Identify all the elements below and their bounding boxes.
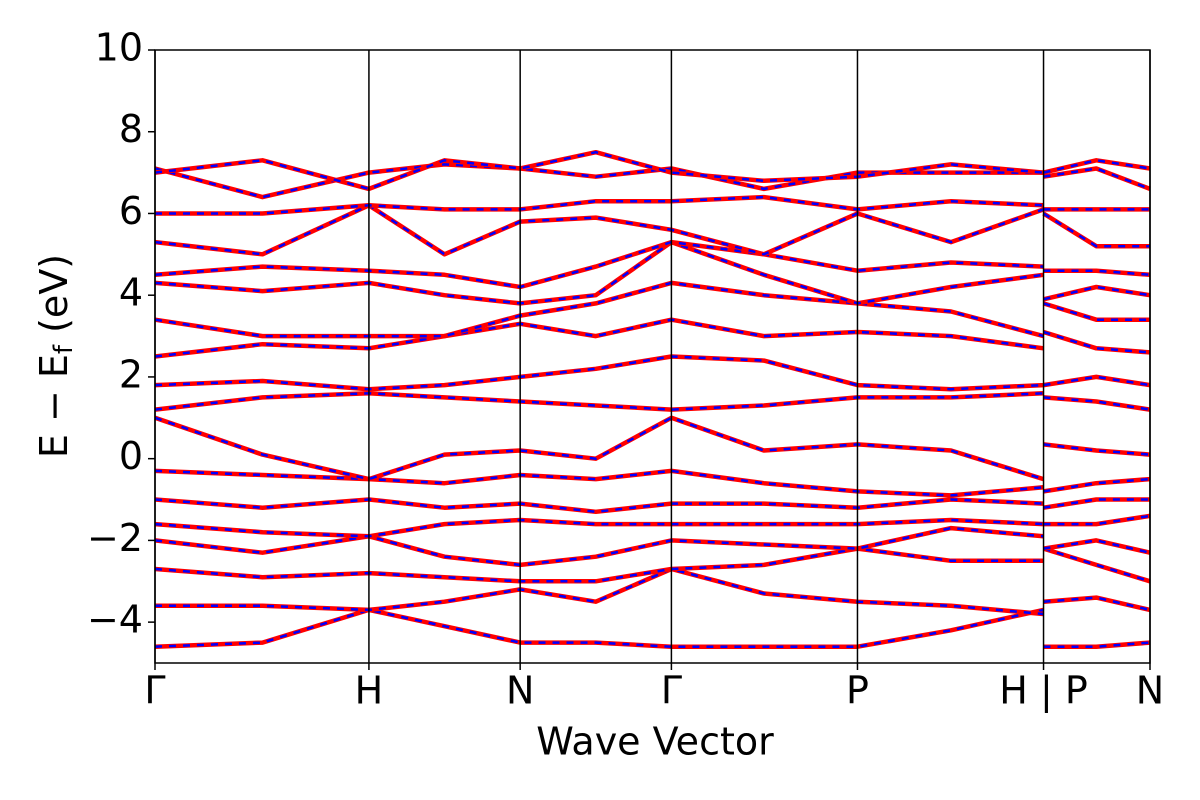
x-tick-label: P [846, 669, 869, 713]
x-tick-label: H [355, 669, 384, 713]
x-tick-label: N [1136, 669, 1164, 713]
y-label-unit: (eV) [32, 254, 76, 345]
band-dash [155, 195, 1150, 215]
band-dash [154, 240, 1151, 305]
band-dash [154, 526, 1151, 567]
band-line [154, 354, 1151, 392]
y-tick-label: 8 [119, 107, 143, 151]
plot-frame [154, 49, 1151, 664]
band-dash [154, 498, 1150, 514]
band-dash [155, 567, 1151, 616]
y-tick-label: 10 [95, 26, 143, 70]
y-tick-label: 2 [119, 352, 143, 396]
x-tick-label: Γ [144, 669, 165, 713]
band-line [155, 194, 1150, 216]
y-label-main: E − E [32, 354, 76, 458]
band-dash [154, 240, 1151, 289]
band-dash [154, 416, 1151, 481]
y-axis-label: E − Ef (eV) [32, 254, 79, 458]
band-dash [154, 355, 1151, 391]
band-line [154, 239, 1151, 306]
band-line [154, 280, 1150, 339]
band-dash [154, 469, 1151, 497]
band-dash [154, 150, 1151, 191]
x-axis-label: Wave Vector [536, 720, 774, 764]
band-dash [154, 281, 1150, 338]
y-tick-label: −4 [87, 598, 143, 642]
y-tick-label: 6 [119, 189, 143, 233]
band-line [154, 391, 1151, 412]
band-line [154, 497, 1150, 515]
band-dash [154, 318, 1151, 358]
band-dash [154, 203, 1150, 256]
band-dash [154, 547, 1151, 583]
x-tick-label: Γ [661, 669, 682, 713]
band-dash [154, 608, 1151, 648]
x-tick-label: N [506, 669, 534, 713]
band-line [154, 468, 1151, 498]
x-tick-label: H | P [999, 669, 1087, 714]
band-dash [154, 392, 1151, 411]
band-dash [154, 514, 1151, 538]
y-tick-label: −2 [87, 516, 143, 560]
band-line [154, 607, 1151, 649]
y-label-sub: f [49, 344, 79, 354]
y-tick-label: 0 [119, 434, 143, 478]
y-tick-label: 4 [119, 271, 143, 315]
